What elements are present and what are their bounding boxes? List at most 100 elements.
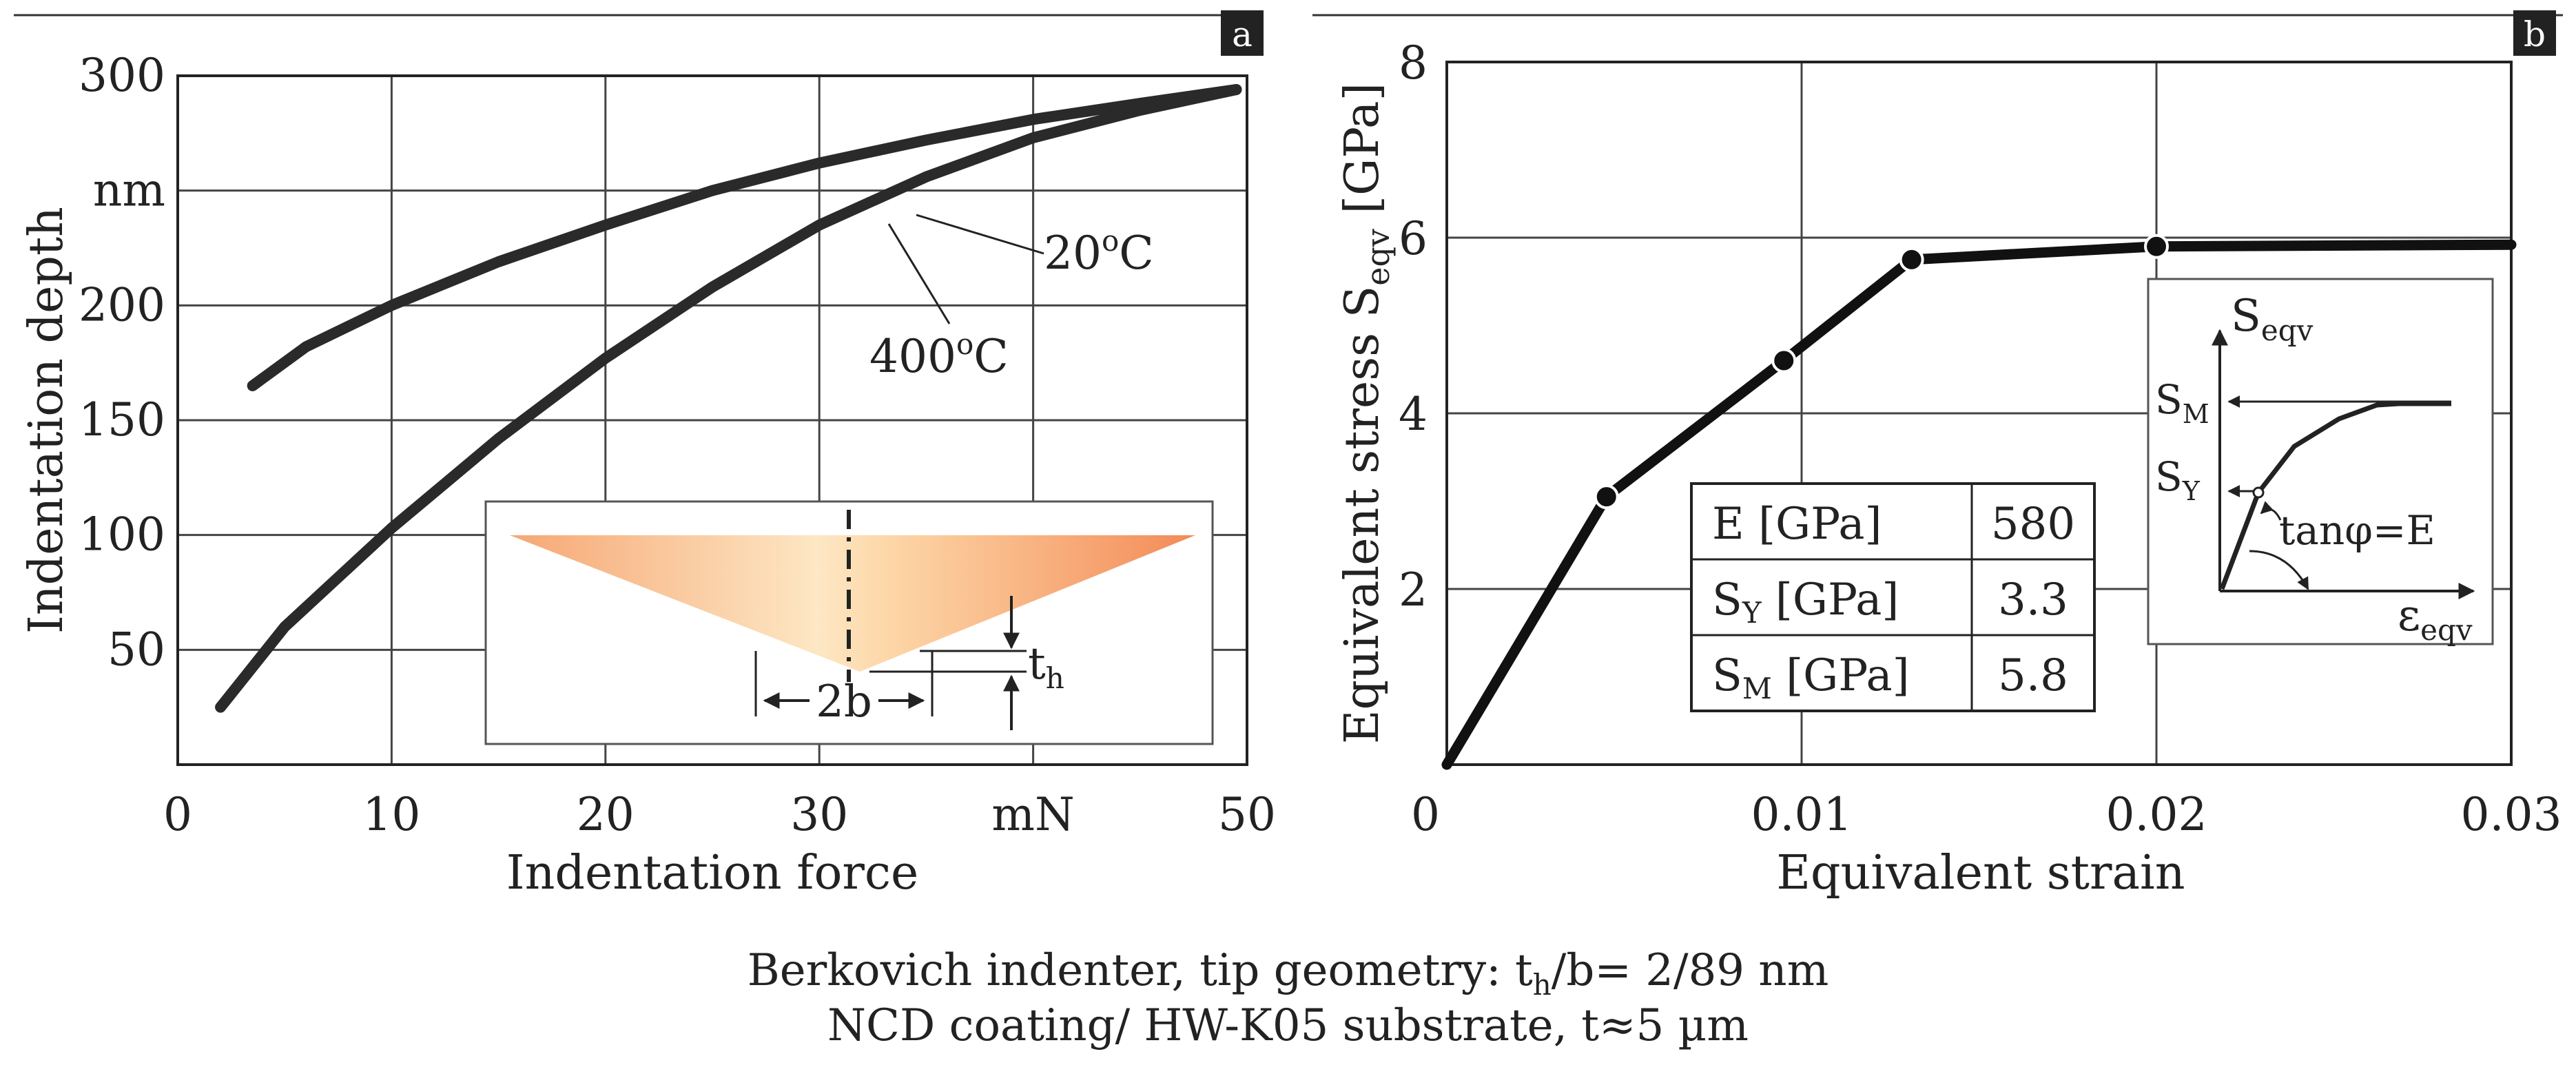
schematic-x-sub: eqv [2420,613,2473,647]
table-row-sm-sub: M [1742,672,1772,705]
panel-b-x-tick-3: 0.03 [2461,788,2562,841]
panel-a-y-tick-5: 300 [79,49,165,102]
panel-b-y-tick-2: 6 [1399,212,1428,265]
label-20c-num: 20 [1044,227,1102,280]
panel-b-x-tick-1: 0.01 [1751,788,1853,841]
schematic-angle-arc [2249,550,2309,590]
panel-b-x-ticks: 0 0.01 0.02 0.03 [1411,788,2562,841]
caption-line-1: Berkovich indenter, tip geometry: th/b= … [0,945,2576,1002]
panel-b-data-point-2 [1899,247,1924,272]
table-row-e-unit: [GPa] [1744,499,1882,550]
panel-a-series [215,84,1242,713]
panel-a-x-tick-1: 10 [362,788,420,841]
panel-b-series-line-0 [1441,239,2517,770]
label-20c-sup: o [1102,224,1119,258]
panel-b-data-point-0 [1594,484,1619,510]
panel-b-y-axis-main: Equivalent stress S [1335,286,1390,744]
schematic-sm-main: S [2155,376,2183,423]
table-row-sy-sub: Y [1742,596,1762,630]
panel-a-plot-frame [176,74,1248,766]
schematic-sm-sub: M [2183,399,2209,429]
panel-a-x-tick-5: 50 [1218,788,1276,841]
table-row-e-main: E [1712,499,1744,550]
label-20c-leader [916,214,1044,255]
schematic-sy-main: S [2155,453,2183,500]
panel-a-y-tick-3: 200 [79,278,165,331]
schematic-sy-sub: Y [2182,476,2201,506]
label-400c: 400oC [869,327,1009,383]
panel-b-y-axis-unit: [GPa] [1335,83,1390,229]
panel-b-y-tick-3: 8 [1399,37,1428,90]
property-table-frame [1690,482,2096,712]
schematic-x-label: εeqv [2398,590,2473,647]
panel-b-x-axis-label: Equivalent strain [1776,846,2185,900]
label-400c-unit: C [973,330,1009,383]
table-row-sm-unit: [GPa] [1772,650,1910,701]
schematic-y-sub: eqv [2261,313,2314,347]
label-20c-unit: C [1119,227,1154,280]
panel-b-y-tick-0: 2 [1399,563,1428,617]
table-row-sy-unit: [GPa] [1762,575,1899,625]
panel-a-y-tick-2: 150 [79,393,165,446]
panel-a-badge-label: a [1232,14,1253,54]
panel-a-y-tick-0: 50 [107,623,165,676]
table-row-sm-value: 5.8 [1998,650,2068,701]
schematic-x-main: ε [2398,590,2420,641]
schematic-yield-point [2252,486,2265,499]
table-row-sm-main: S [1712,650,1742,701]
schematic-inset: Seqv εeqv SM SY tanφ=E [2147,278,2494,647]
panel-b: b 0 0.01 0.02 0.03 2 4 6 8 Equivalent strain E… [1312,10,2563,900]
panel-b-badge [2513,10,2556,56]
panel-b-x-tick-0: 0 [1411,788,1440,841]
panel-b-y-axis-label: Equivalent stress Seqv [GPa] [1335,83,1397,744]
panel-b-y-axis-sub: eqv [1359,229,1397,286]
indenter-cone [510,535,1195,672]
panel-a-y-ticks: 50 100 150 200 nm 300 [79,49,165,676]
table-row-sm-label: SM [GPa] [1712,650,1910,705]
label-th-sub: h [1046,661,1064,695]
panel-a-y-tick-4: nm [93,164,165,217]
panel-a-x-tick-4: mN [991,788,1074,841]
panel-a-y-tick-1: 100 [79,508,165,561]
label-20c: 20oC [1044,224,1154,280]
panel-b-y-tick-1: 4 [1399,388,1428,441]
schematic-slope-pointer [2260,501,2282,521]
label-2b: 2b [816,676,872,727]
table-row-sy-main: S [1712,575,1742,625]
label-400c-num: 400 [869,330,956,383]
panel-a-x-axis-label: Indentation force [506,846,918,900]
panel-a-series-line-0 [247,84,1242,391]
panel-b-data-point-1 [1771,348,1797,373]
panel-a-x-tick-2: 20 [577,788,635,841]
schematic-slope-label: tanφ=E [2279,507,2435,554]
label-400c-leader [887,223,951,324]
indenter-inset: 2b th [484,500,1214,745]
table-row-sy-value: 3.3 [1998,575,2068,625]
schematic-inset-frame [2147,278,2494,645]
schematic-y-main: S [2231,291,2261,342]
panel-b-series [1441,234,2517,770]
panel-a-x-tick-3: 30 [790,788,848,841]
table-row-sy-label: SY [GPa] [1712,575,1899,630]
panel-a-y-axis-label: Indentation depth [19,207,74,634]
table-row-e-label: E [GPa] [1712,499,1882,550]
caption-line-1-prefix: Berkovich indenter, tip geometry: t [747,945,1533,996]
schematic-sm-label: SM [2155,376,2209,429]
label-400c-sup: o [956,327,973,361]
schematic-sy-label: SY [2155,453,2201,506]
panel-a-series-line-1 [215,84,1242,713]
panel-a-x-tick-0: 0 [163,788,192,841]
caption-line-2: NCD coating/ HW-K05 substrate, t≈5 µm [827,1000,1749,1051]
panel-b-plot-frame [1445,61,2513,766]
schematic-y-label: Seqv [2231,291,2314,347]
caption-line-1-suffix: /b= 2/89 nm [1551,945,1829,996]
label-th: th [1028,639,1064,695]
panel-b-y-ticks: 2 4 6 8 [1399,37,1428,617]
property-table: E [GPa] 580 SY [GPa] 3.3 SM [GPa] 5.8 [1690,482,2096,712]
panel-b-badge-label: b [2524,14,2546,54]
panel-a-x-ticks: 0 10 20 30 mN 50 [163,788,1276,841]
panel-b-data-point-3 [2144,234,2169,259]
table-row-e-value: 580 [1991,499,2075,550]
panel-a: a 0 10 20 30 mN 50 50 100 150 200 nm 300 Indentati… [14,10,1276,900]
